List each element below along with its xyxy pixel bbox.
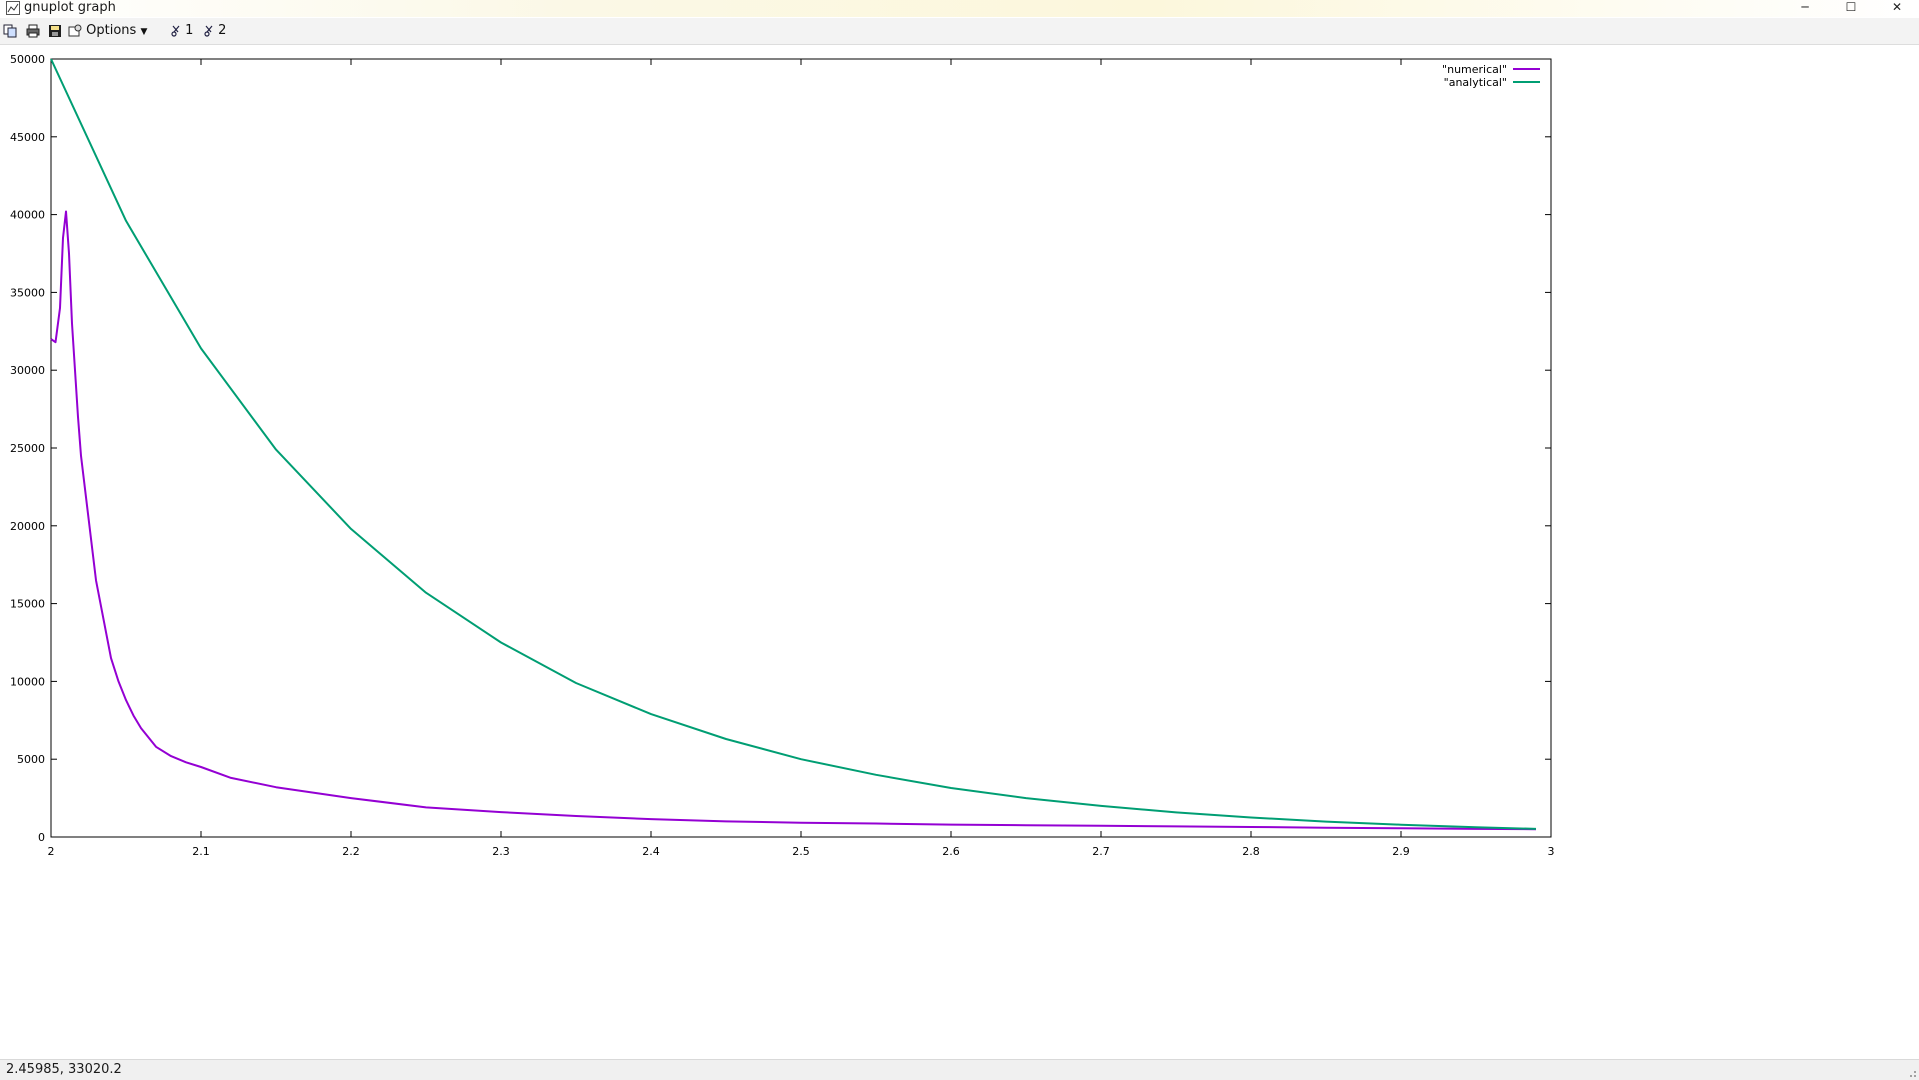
x-tick-label: 2.9	[1392, 845, 1410, 858]
x-tick-label: 2.6	[942, 845, 960, 858]
y-tick-label: 0	[38, 831, 45, 844]
y-tick-label: 25000	[10, 442, 45, 455]
series-line-numerical	[50, 210, 1537, 831]
series-line-analytical	[50, 58, 1537, 830]
options-label: Options	[86, 23, 137, 38]
legend-label: "analytical"	[1444, 76, 1507, 89]
x-tick-label: 2.5	[792, 845, 810, 858]
plot-canvas[interactable]: 2 2.1 2.2 2.3 2.4 2.5 2.6 2.7 2.8 2.9 3 0 5000 10000 1…	[0, 45, 1919, 1059]
y-tick-label: 10000	[10, 675, 45, 688]
legend-label: "numerical"	[1442, 63, 1507, 76]
x-tick-label: 2.7	[1092, 845, 1110, 858]
y-tick-label: 5000	[17, 753, 45, 766]
title-bar: gnuplot graph ─ ☐ ✕	[0, 0, 1919, 17]
scissors-icon	[171, 25, 180, 37]
x-tick-label: 2.1	[192, 845, 210, 858]
y-tick-label: 35000	[10, 286, 45, 299]
toolbar: Options ▼ 1 2	[0, 18, 1919, 45]
y-tick-label: 20000	[10, 520, 45, 533]
close-button[interactable]: ✕	[1891, 0, 1903, 14]
options-menu-button[interactable]: Options ▼	[68, 21, 148, 41]
maximize-button[interactable]: ☐	[1845, 0, 1857, 14]
print-icon	[26, 24, 40, 37]
y-tick-label: 45000	[10, 131, 45, 144]
gnuplot-app-icon	[6, 1, 20, 15]
x-tick-label: 2.3	[492, 845, 510, 858]
resize-grip-icon[interactable]	[1907, 1068, 1917, 1078]
status-bar: 2.45985, 33020.2	[0, 1059, 1919, 1080]
x-tick-label: 2.4	[642, 845, 660, 858]
chevron-down-icon: ▼	[140, 27, 148, 37]
chart[interactable]: 2 2.1 2.2 2.3 2.4 2.5 2.6 2.7 2.8 2.9 3 0 5000 10000 1…	[0, 45, 1919, 1059]
print-button[interactable]	[26, 21, 42, 41]
y-tick-label: 50000	[10, 53, 45, 66]
plot-toggle-label: 2	[218, 23, 227, 38]
minimize-button[interactable]: ─	[1801, 0, 1809, 14]
x-tick-label: 2	[48, 845, 55, 858]
window-title: gnuplot graph	[24, 0, 116, 15]
toggle-plot-2-button[interactable]: 2	[204, 21, 228, 41]
x-tick-label: 2.2	[342, 845, 360, 858]
cursor-coordinates: 2.45985, 33020.2	[6, 1062, 122, 1077]
y-tick-label: 30000	[10, 364, 45, 377]
options-icon	[68, 24, 82, 36]
plot-toggle-label: 1	[185, 23, 194, 38]
save-icon	[49, 24, 61, 37]
x-tick-label: 3	[1548, 845, 1555, 858]
scissors-icon	[204, 25, 213, 37]
copy-button[interactable]	[3, 21, 19, 41]
y-tick-label: 40000	[10, 209, 45, 222]
x-tick-label: 2.8	[1242, 845, 1260, 858]
copy-icon	[3, 24, 17, 37]
y-tick-label: 15000	[10, 598, 45, 611]
save-button[interactable]	[48, 21, 64, 41]
toggle-plot-1-button[interactable]: 1	[171, 21, 195, 41]
